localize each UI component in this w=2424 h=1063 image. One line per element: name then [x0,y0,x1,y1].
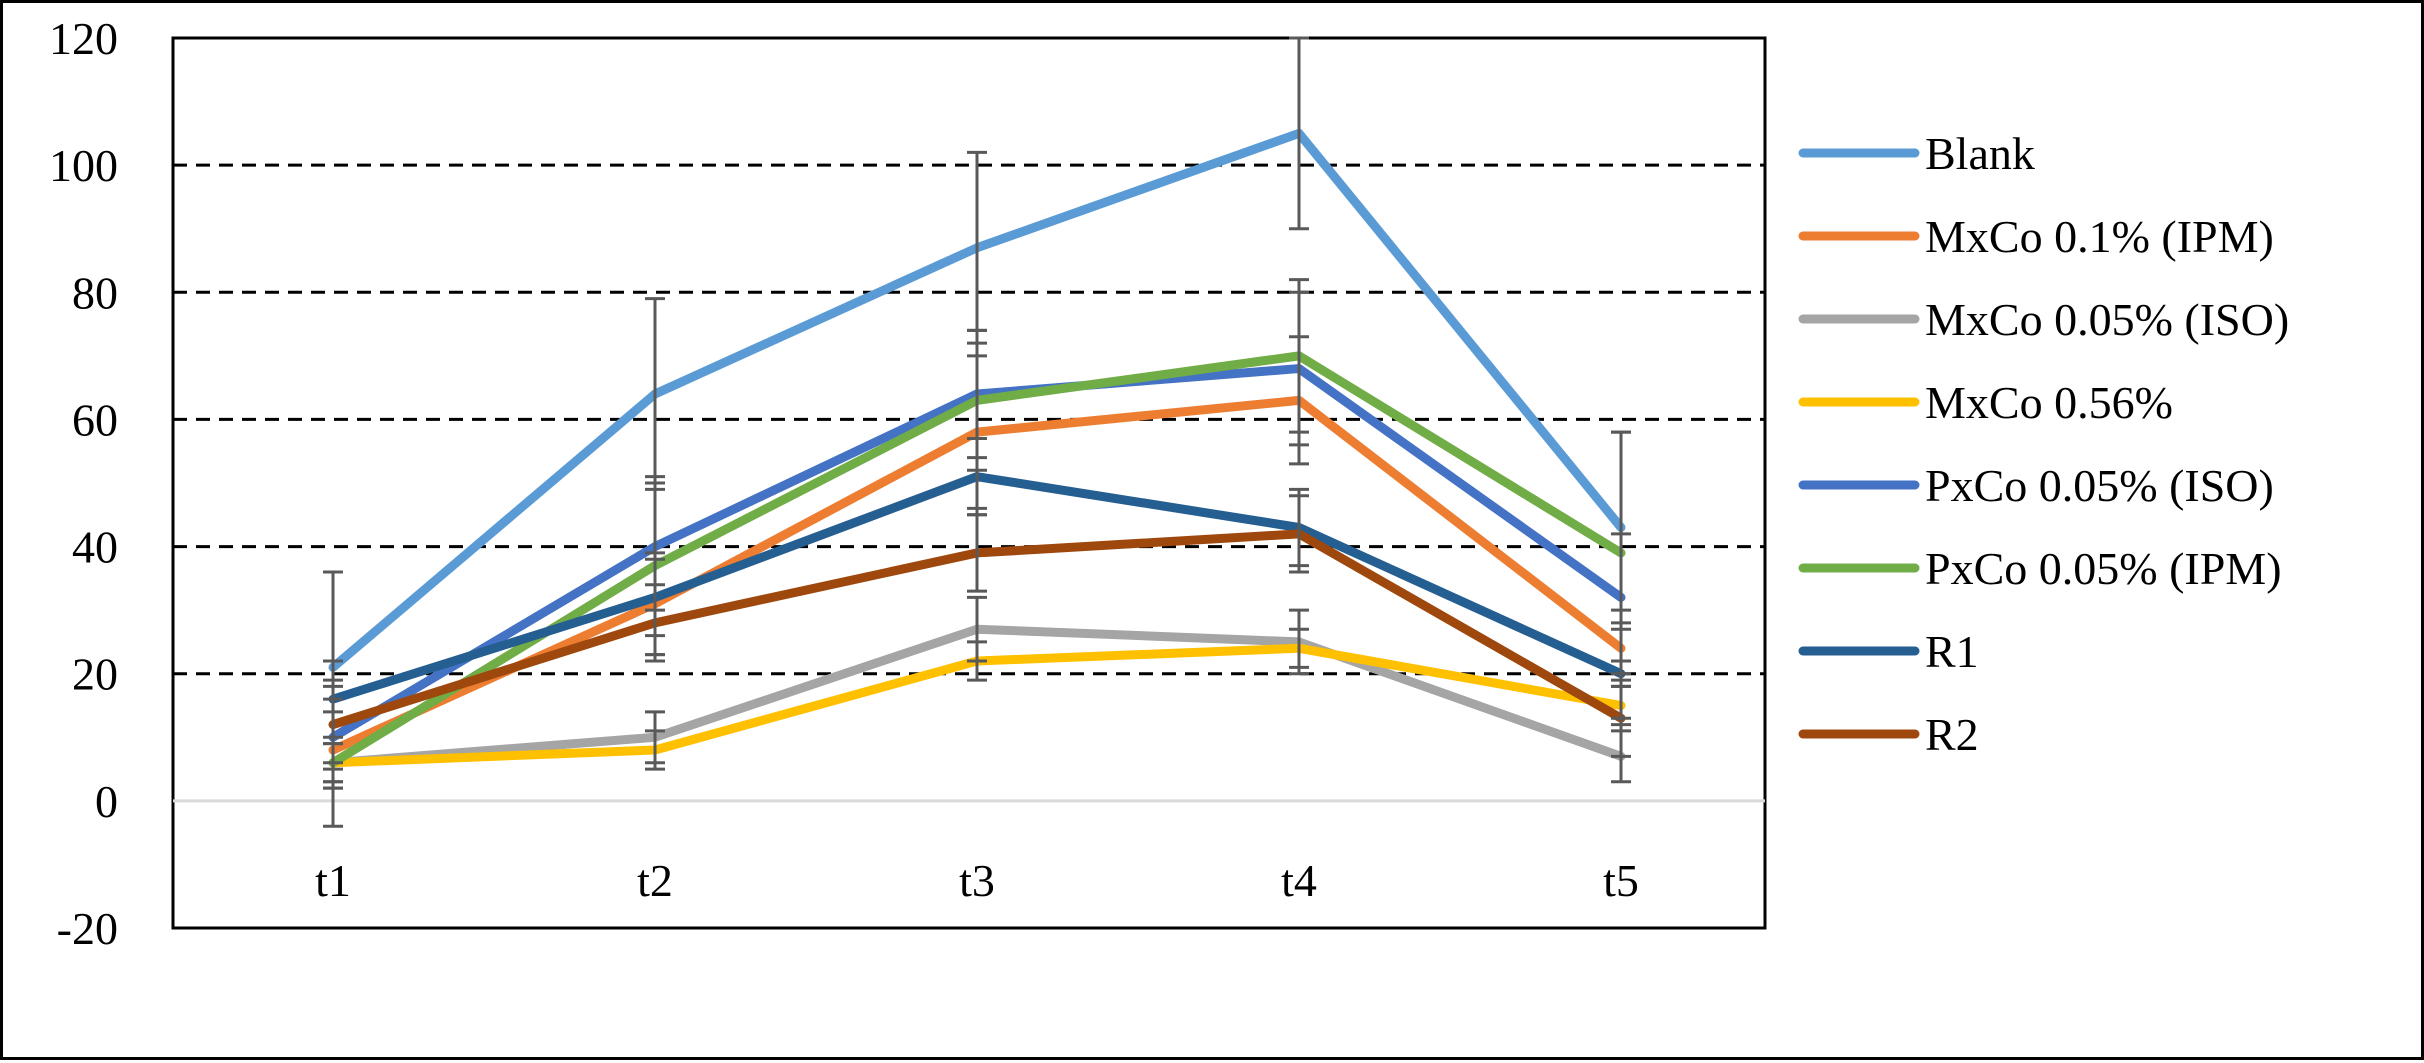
legend-label: Blank [1925,128,2035,179]
legend-entry: R1 [1798,626,1979,677]
legend-label: PxCo 0.05% (IPM) [1925,543,2282,594]
error-bar [967,513,987,593]
y-tick-label: 80 [72,267,118,318]
x-tick-label: t5 [1603,855,1639,906]
plot-border [171,36,1767,930]
error-bar [645,729,665,771]
x-tick-label: t4 [1281,855,1317,906]
x-tick-label: t3 [959,855,995,906]
legend-entry: MxCo 0.56% [1798,377,2173,428]
line-chart: -20 0 20 40 60 80 100 120 t1 t2 t3 t4 t5 Blank MxCo … [49,13,2289,954]
legend-entry: R2 [1798,709,1979,760]
error-bars [323,36,1631,828]
plot-area [171,36,1767,930]
x-tick-label: t2 [637,855,673,906]
x-axis-tick-labels: t1 t2 t3 t4 t5 [315,855,1639,906]
y-tick-label: 40 [72,522,118,573]
legend-label: MxCo 0.05% (ISO) [1925,294,2289,345]
error-bar [1289,278,1309,434]
y-tick-label: 0 [95,776,118,827]
error-bar [1289,494,1309,574]
legend-label: MxCo 0.1% (IPM) [1925,211,2274,262]
error-bar [1289,627,1309,669]
legend-label: R1 [1925,626,1979,677]
error-bar [323,678,343,771]
y-axis-tick-labels: -20 0 20 40 60 80 100 120 [49,13,118,954]
legend-label: R2 [1925,709,1979,760]
y-tick-label: 120 [49,13,118,64]
legend: Blank MxCo 0.1% (IPM) MxCo 0.05% (ISO) MxCo… [1798,128,2289,760]
legend-entry: PxCo 0.05% (IPM) [1798,543,2282,594]
legend-entry: MxCo 0.05% (ISO) [1798,294,2289,345]
legend-entry: MxCo 0.1% (IPM) [1798,211,2274,262]
legend-label: PxCo 0.05% (ISO) [1925,460,2274,511]
y-tick-label: 100 [49,140,118,191]
error-bar [967,640,987,682]
legend-label: MxCo 0.56% [1925,377,2173,428]
legend-entry: PxCo 0.05% (ISO) [1798,460,2274,511]
y-tick-label: -20 [57,903,118,954]
error-bar [645,583,665,663]
y-tick-label: 60 [72,394,118,445]
legend-entry: Blank [1798,128,2035,179]
error-bar [1289,36,1309,231]
y-tick-label: 20 [72,649,118,700]
x-tick-label: t1 [315,855,351,906]
error-bar [1611,678,1631,758]
